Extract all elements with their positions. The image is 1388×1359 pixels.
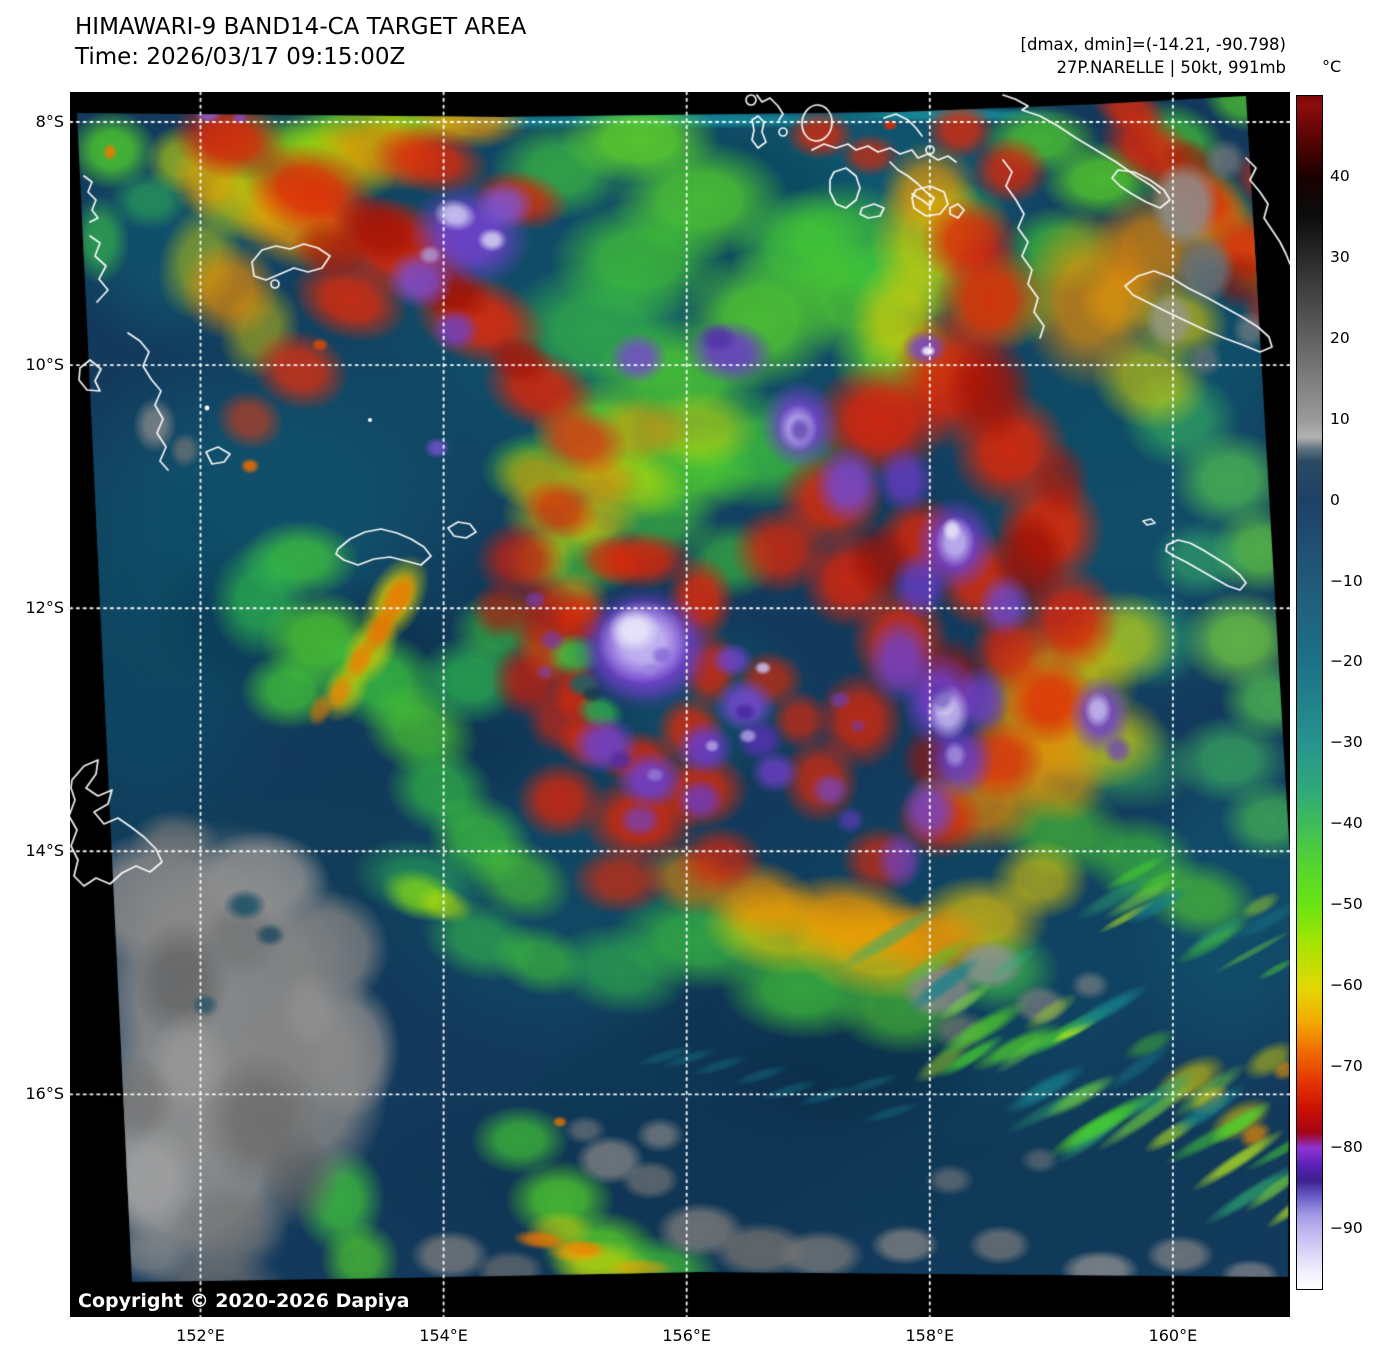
colorbar-tick-label: −70 (1330, 1056, 1363, 1075)
timestamp-label: Time: 2026/03/17 09:15:00Z (75, 44, 406, 70)
lon-tick-label: 158°E (905, 1326, 955, 1345)
colorbar-tick-label: −60 (1330, 976, 1363, 994)
storm-label: 27P.NARELLE | 50kt, 991mb (1056, 58, 1286, 78)
colorbar-tick-label: 40 (1330, 167, 1350, 185)
colorbar-tick-label: 20 (1330, 328, 1350, 347)
colorbar-unit-label: °C (1322, 57, 1342, 76)
colorbar-tick-label: 10 (1330, 409, 1350, 428)
colorbar-tick-label: 0 (1330, 490, 1340, 509)
colorbar-tick-label: −50 (1330, 895, 1363, 914)
lon-tick-label: 154°E (419, 1326, 468, 1345)
page-title: HIMAWARI-9 BAND14-CA TARGET AREA (75, 14, 527, 40)
lat-tick-label: 14°S (25, 841, 64, 861)
map-plot-area (70, 92, 1290, 1317)
colorbar-tick-label: −40 (1330, 814, 1363, 833)
colorbar-tick-label: −30 (1330, 733, 1363, 752)
colorbar-tick-label: −80 (1330, 1137, 1363, 1156)
lon-tick-label: 156°E (662, 1326, 712, 1345)
colorbar-tick-label: 30 (1330, 247, 1350, 266)
copyright-label: Copyright © 2020-2026 Dapiya (78, 1290, 410, 1312)
minmax-label: [dmax, dmin]=(-14.21, -90.798) (1020, 35, 1286, 54)
colorbar-tick-label: −10 (1330, 571, 1363, 590)
lat-tick-label: 16°S (25, 1084, 64, 1104)
lat-tick-label: 10°S (25, 355, 64, 375)
lon-tick-label: 152°E (176, 1326, 225, 1345)
storm-info-block: [dmax, dmin]=(-14.21, -90.798) 27P.NAREL… (1021, 33, 1286, 79)
lat-tick-label: 8°S (35, 112, 64, 131)
temperature-colorbar (1296, 95, 1323, 1290)
colorbar-tick-label: −90 (1330, 1218, 1363, 1237)
colorbar-tick-label: −20 (1330, 652, 1363, 671)
lat-tick-label: 12°S (25, 598, 64, 618)
lon-tick-label: 160°E (1148, 1326, 1198, 1345)
satellite-map-canvas (70, 92, 1290, 1317)
